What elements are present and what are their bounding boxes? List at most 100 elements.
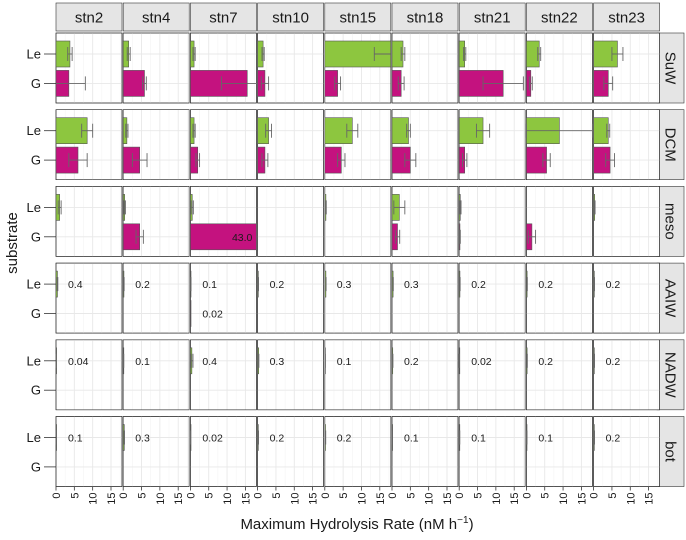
panel-AAIW-stn21: 0.2: [458, 262, 526, 334]
depth-strip-label: NADW: [662, 352, 679, 399]
value-label-le: 0.2: [404, 356, 419, 368]
panel-background: [593, 262, 660, 334]
panel-border: [122, 186, 190, 257]
bar-le: [526, 40, 540, 68]
depth-strip-bg: [656, 339, 685, 411]
x-tick-label: 5: [204, 493, 216, 499]
x-tick-label: 5: [69, 493, 81, 499]
panel-NADW-stn21: 0.02: [458, 339, 526, 411]
x-tick-label: 15: [173, 493, 185, 505]
station-strip-label: stn4: [142, 10, 170, 27]
x-axis-title: Maximum Hydrolysis Rate (nM h−1): [240, 515, 473, 533]
station-strip-label: stn18: [407, 10, 444, 27]
panel-background: [324, 186, 392, 257]
panel-SuW-stn4: [122, 32, 190, 104]
panel-background: [391, 416, 459, 487]
x-axis-ticks: 0 5 10 15 0 5 10 15 0 5 10 15 0 5 10 15 0 5 10 15 0 5 10 15 0 5 10…: [51, 486, 656, 505]
panel-meso-stn7: 43.0: [190, 186, 257, 257]
station-strip-bg: [257, 2, 324, 32]
value-label-le: 0.3: [135, 433, 150, 445]
panel-DCM-stn23: [593, 109, 660, 180]
panel-NADW-stn2: 0.04: [55, 339, 123, 411]
station-strip-bg: [190, 2, 257, 32]
value-label-g: 43.0: [232, 232, 253, 244]
panel-DCM-stn21: [458, 109, 526, 180]
panel-border: [190, 186, 257, 257]
panel-background: [55, 339, 123, 411]
x-tick-label: 0: [454, 493, 466, 499]
panel-AAIW-stn2: 0.4: [55, 262, 123, 334]
panel-DCM-stn15: [324, 109, 392, 180]
panel-border: [324, 109, 392, 180]
substrate-label-g: G: [31, 306, 41, 321]
depth-strip-bg: [656, 416, 685, 487]
panel-border: [391, 262, 459, 334]
depth-strip-bg: [656, 109, 685, 180]
x-tick-label: 0: [51, 493, 63, 499]
panel-background: [55, 416, 123, 487]
value-label-le: 0.3: [270, 356, 285, 368]
panel-border: [55, 109, 123, 180]
panel-border: [122, 416, 190, 487]
panel-bot-stn10: 0.2: [257, 416, 324, 487]
x-axis-title-main: Maximum Hydrolysis Rate (nM h: [240, 516, 457, 533]
panel-border: [257, 109, 324, 180]
panel-background: [257, 32, 324, 104]
x-tick-label: 5: [405, 493, 417, 499]
panel-border: [593, 339, 660, 411]
value-label-le: 0.1: [404, 433, 419, 445]
panel-meso-stn18: [391, 186, 459, 257]
depth-strip-label: AAIW: [662, 279, 679, 318]
panel-border: [55, 416, 123, 487]
panel-border: [257, 339, 324, 411]
panel-background: [190, 339, 257, 411]
value-label-le: 0.1: [337, 356, 352, 368]
panel-border: [391, 186, 459, 257]
panel-background: [190, 109, 257, 180]
panel-border: [190, 339, 257, 411]
bar-g: [190, 300, 192, 327]
panel-SuW-stn23: [593, 32, 660, 104]
substrate-label-g: G: [31, 229, 41, 244]
panel-AAIW-stn18: 0.3: [391, 262, 459, 334]
value-label-le: 0.4: [68, 279, 83, 291]
station-strip-bg: [458, 2, 526, 32]
depth-strips: SuW DCM meso AAIW NADW bot: [656, 32, 685, 487]
panel-DCM-stn10: [257, 109, 324, 180]
panel-background: [458, 262, 526, 334]
panel-AAIW-stn7: 0.1 0.02: [190, 262, 257, 334]
x-tick-label: 0: [253, 493, 265, 499]
panel-background: [593, 339, 660, 411]
bar-le: [593, 117, 609, 144]
facet-panels: 43.0 0.4 0.2 0.1 0.02 0.2 0.3 0.3 0.2 0.2 0.2 0.04 0…: [55, 32, 660, 487]
substrate-label-g: G: [31, 153, 41, 168]
panel-bot-stn2: 0.1: [55, 416, 123, 487]
panel-bot-stn23: 0.2: [593, 416, 660, 487]
panel-AAIW-stn22: 0.2: [526, 262, 593, 334]
panel-background: [526, 262, 593, 334]
depth-strip-bg: [656, 32, 685, 104]
substrate-label-g: G: [31, 76, 41, 91]
substrate-label-le: Le: [27, 353, 41, 368]
panel-background: [391, 262, 459, 334]
station-strip-label: stn2: [75, 10, 103, 27]
depth-strip-bg: [656, 262, 685, 334]
panel-background: [190, 262, 257, 334]
panel-border: [55, 186, 123, 257]
station-strip-label: stn7: [209, 10, 237, 27]
panel-DCM-stn7: [190, 109, 257, 180]
x-axis-title-close: ): [469, 516, 474, 533]
panel-bot-stn15: 0.2: [324, 416, 392, 487]
substrate-label-le: Le: [27, 277, 41, 292]
panel-NADW-stn23: 0.2: [593, 339, 660, 411]
x-tick-label: 0: [118, 493, 130, 499]
panel-background: [257, 416, 324, 487]
panel-border: [324, 262, 392, 334]
panel-border: [55, 339, 123, 411]
x-tick-label: 10: [289, 493, 301, 505]
value-label-le: 0.04: [68, 356, 89, 368]
panel-border: [458, 339, 526, 411]
value-label-le: 0.2: [270, 433, 285, 445]
value-label-le: 0.2: [606, 356, 621, 368]
station-strip-label: stn22: [541, 10, 578, 27]
